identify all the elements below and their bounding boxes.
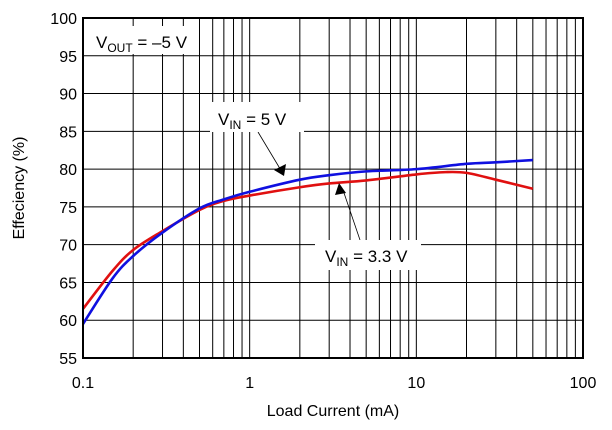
y-tick-label: 95 <box>59 49 77 66</box>
plot-frame <box>82 17 584 359</box>
y-tick-label: 90 <box>59 87 77 104</box>
y-tick-label: 85 <box>59 124 77 141</box>
x-tick-label: 1 <box>245 375 254 392</box>
arrowhead-icon <box>274 164 286 176</box>
y-tick-label: 55 <box>59 351 77 368</box>
arrowhead-icon <box>335 183 346 195</box>
y-tick-label: 75 <box>59 200 77 217</box>
y-tick-label: 80 <box>59 162 77 179</box>
y-axis-label: Effeciency (%) <box>11 137 28 240</box>
annotation-vin-5v: VIN = 5 V <box>210 102 304 176</box>
x-tick-label: 0.1 <box>72 375 94 392</box>
x-tick-labels: 0.1 1 10 100 <box>72 375 597 392</box>
y-tick-label: 65 <box>59 275 77 292</box>
y-tick-label: 100 <box>50 11 77 28</box>
x-tick-label: 100 <box>570 375 597 392</box>
series-line <box>81 170 534 310</box>
x-axis-label: Load Current (mA) <box>267 403 400 420</box>
svg-text:VIN = 3.3 V: VIN = 3.3 V <box>325 247 408 269</box>
annotation-vin-3v3: VIN = 3.3 V <box>315 183 421 270</box>
svg-text:VIN = 5 V: VIN = 5 V <box>218 110 287 132</box>
y-tick-labels: 55 60 65 70 75 80 85 90 95 100 <box>50 11 77 368</box>
svg-text:VOUT = –5 V: VOUT = –5 V <box>96 33 188 55</box>
condition-label: VOUT = –5 V <box>90 26 188 55</box>
series-line <box>81 158 533 325</box>
series-lines <box>81 158 534 325</box>
y-tick-label: 70 <box>59 238 77 255</box>
grid <box>82 17 583 359</box>
y-tick-label: 60 <box>59 313 77 330</box>
x-tick-label: 10 <box>407 375 425 392</box>
